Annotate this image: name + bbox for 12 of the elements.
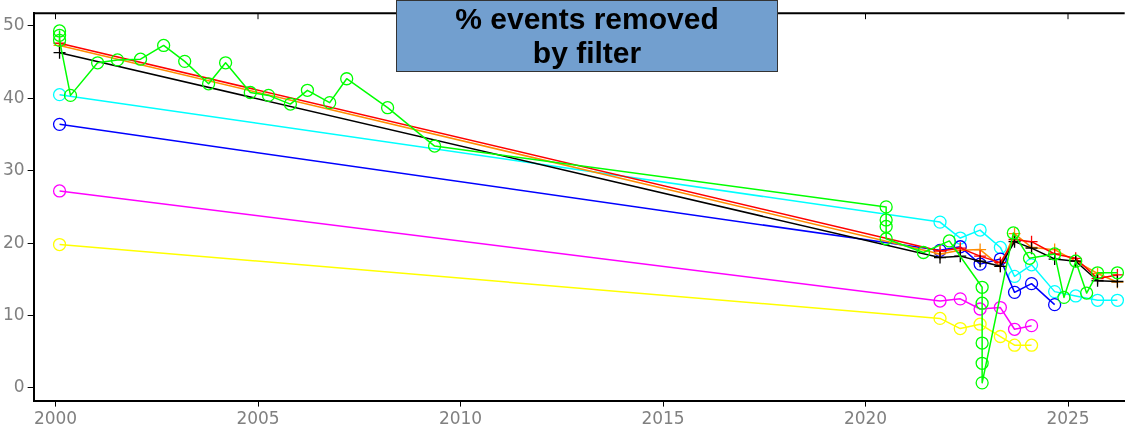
y-tick-label: 40 xyxy=(2,86,25,107)
y-tick-label: 10 xyxy=(2,303,25,324)
x-tick-label: 2025 xyxy=(1046,408,1090,429)
x-tick-label: 2005 xyxy=(236,408,280,429)
y-tick-label: 0 xyxy=(13,376,25,397)
x-tick-label: 2020 xyxy=(843,408,888,429)
x-tick-label: 2010 xyxy=(438,408,483,429)
x-tick-label: 2015 xyxy=(641,408,685,429)
x-tick-label: 2000 xyxy=(33,408,78,429)
y-tick-label: 50 xyxy=(2,14,25,35)
y-tick-label: 20 xyxy=(2,231,25,252)
y-tick-label: 30 xyxy=(2,159,25,180)
